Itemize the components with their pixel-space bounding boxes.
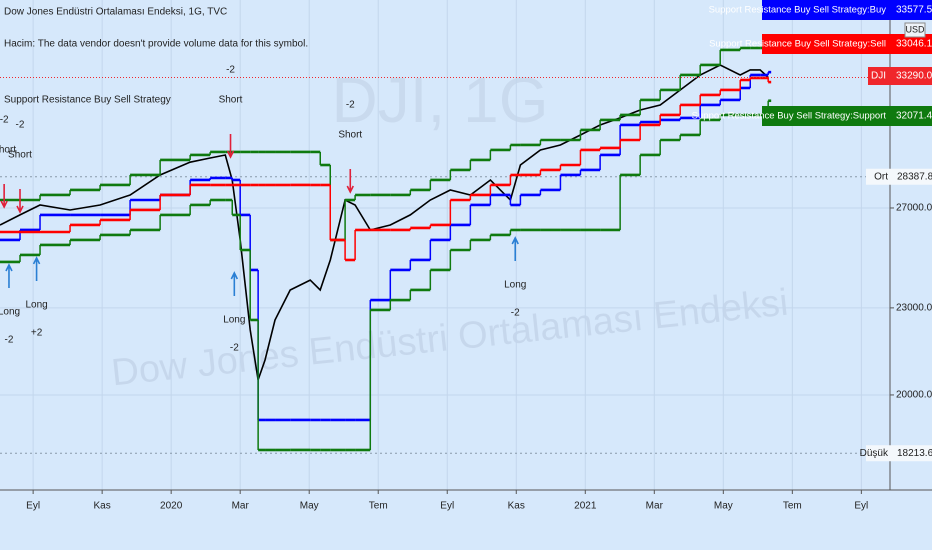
series-label-value: 33046.18 — [896, 39, 932, 50]
series-label-box — [762, 0, 932, 20]
x-tick-label: Eyl — [26, 501, 40, 512]
signal-arrow — [5, 263, 13, 288]
price-line-box — [866, 168, 932, 185]
x-tick-label: Tem — [783, 501, 802, 512]
signal-qty: -2 — [346, 100, 355, 111]
x-tick-label: Eyl — [854, 501, 868, 512]
x-tick-label: 2020 — [160, 501, 183, 512]
y-tick-label: 23000.00 — [896, 303, 932, 314]
signal-side: Short — [0, 145, 16, 156]
series-label-value: 33290.09 — [896, 71, 932, 82]
series-label-name: Support Resistance Buy Sell Strategy:Sup… — [692, 111, 887, 122]
x-tick-label: Kas — [508, 501, 525, 512]
x-tick-label: 2021 — [574, 501, 597, 512]
signal-side: Short — [338, 130, 362, 141]
signal-arrow — [230, 271, 239, 296]
signal-side: Long — [223, 315, 245, 326]
chart-title: Dow Jones Endüstri Ortalaması Endeksi, 1… — [4, 7, 227, 18]
series-label-box — [868, 67, 932, 85]
signal-side: Long — [0, 307, 20, 318]
volume-note: Hacim: The data vendor doesn't provide v… — [4, 39, 308, 50]
signal-qty: -2 — [0, 115, 9, 126]
x-tick-label: Mar — [646, 501, 664, 512]
signal-arrow — [511, 236, 519, 261]
x-tick-label: May — [300, 501, 319, 512]
signal-arrow — [16, 188, 24, 214]
price-line-value: 28387.82 — [897, 171, 932, 182]
x-tick-label: May — [714, 501, 733, 512]
y-tick-label: 20000.00 — [896, 390, 932, 401]
signal-qty: +2 — [31, 328, 43, 339]
signal-side: Long — [504, 280, 526, 291]
series-label-name: DJI — [871, 71, 886, 82]
x-tick-label: Eyl — [440, 501, 454, 512]
series-label-name: Support Resistance Buy Sell Strategy:Buy — [709, 5, 887, 16]
signal-qty: -2 — [230, 343, 239, 354]
y-tick-label: 27000.00 — [896, 203, 932, 214]
watermark-symbol: DJI, 1G — [332, 64, 549, 136]
signal-arrow — [226, 133, 235, 159]
signal-side: Short — [8, 150, 32, 161]
price-line-label: Ort — [874, 171, 888, 182]
signal-arrow — [0, 183, 8, 209]
series-label-box — [762, 106, 932, 126]
series-label-value: 33577.58 — [896, 5, 932, 16]
signal-arrow — [346, 168, 354, 194]
currency-label: USD — [905, 24, 925, 34]
signal-side: Long — [25, 300, 47, 311]
signal-qty: -2 — [226, 65, 235, 76]
series-label-box — [762, 34, 932, 54]
indicator-name: Support Resistance Buy Sell Strategy — [4, 95, 171, 106]
x-tick-label: Kas — [94, 501, 111, 512]
series-label-name: Support Resistance Buy Sell Strategy:Sel… — [709, 39, 886, 50]
signal-qty: -2 — [16, 120, 25, 131]
price-line-label: Düşük — [860, 448, 889, 459]
signal-qty: -2 — [511, 308, 520, 319]
plot-area — [0, 0, 890, 490]
currency-box — [904, 22, 926, 38]
x-tick-label: Mar — [232, 501, 250, 512]
x-tick-label: Tem — [369, 501, 388, 512]
signal-side: Short — [219, 95, 243, 106]
series-label-value: 32071.41 — [896, 111, 932, 122]
price-line-value: 18213.65 — [897, 448, 932, 459]
signal-qty: -2 — [5, 335, 14, 346]
signal-arrow — [32, 256, 41, 281]
price-line-box — [866, 445, 932, 462]
